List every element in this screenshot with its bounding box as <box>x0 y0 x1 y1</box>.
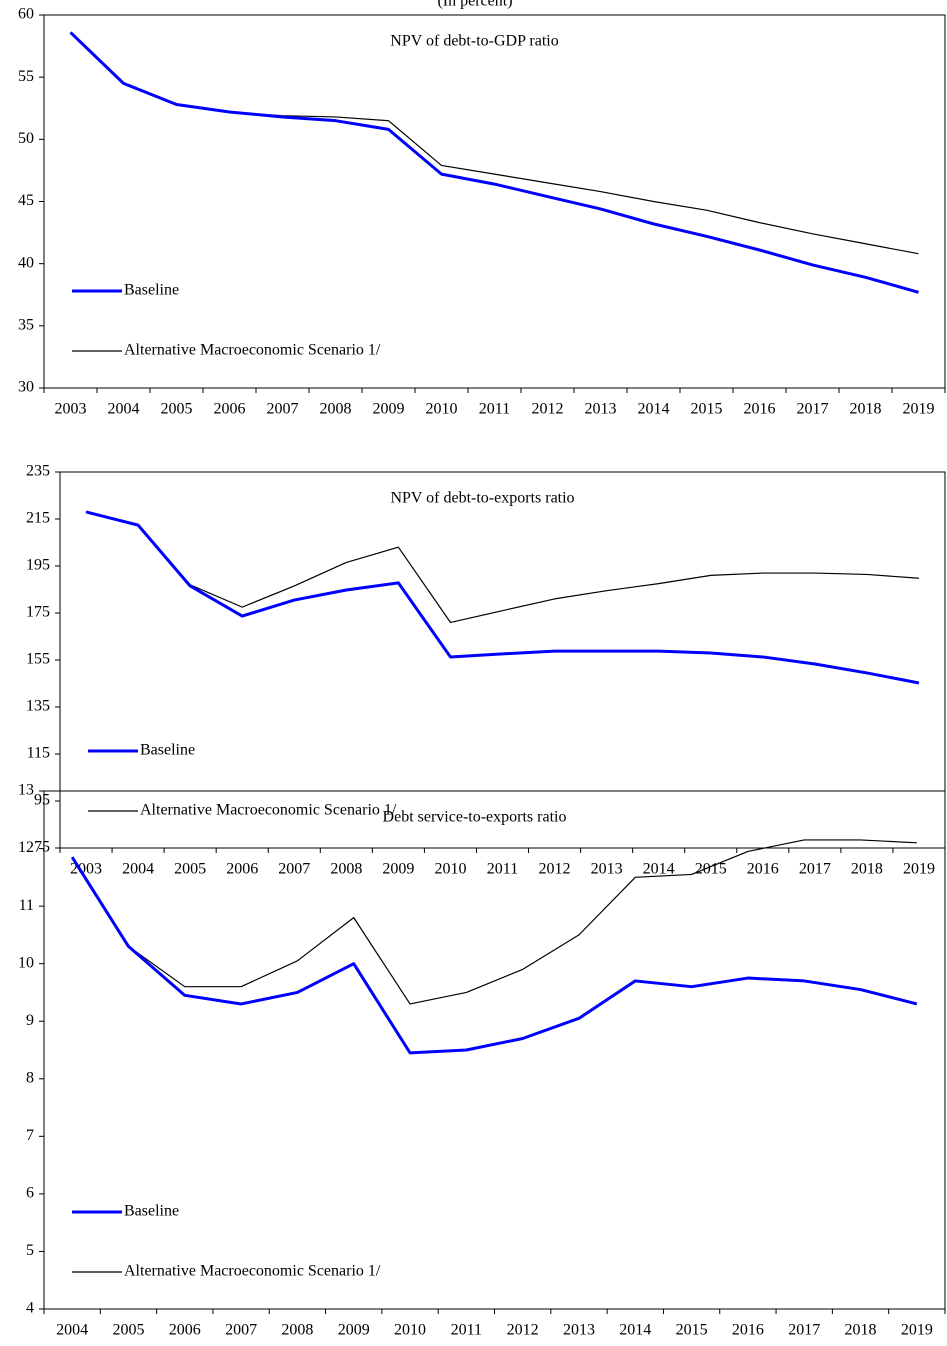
x-tick-label: 2016 <box>747 861 779 878</box>
x-tick-label: 2015 <box>691 401 723 418</box>
legend-label: Alternative Macroeconomic Scenario 1/ <box>140 802 397 819</box>
y-tick-label: 60 <box>18 6 34 23</box>
y-tick-label: 13 <box>18 782 34 799</box>
x-tick-label: 2011 <box>451 1322 482 1339</box>
y-tick-label: 8 <box>26 1069 34 1086</box>
y-tick-label: 155 <box>26 651 50 668</box>
x-tick-label: 2012 <box>507 1322 539 1339</box>
x-tick-label: 2010 <box>394 1322 426 1339</box>
y-tick-label: 5 <box>26 1242 34 1259</box>
x-tick-label: 2005 <box>174 861 206 878</box>
y-tick-label: 175 <box>26 604 50 621</box>
x-tick-label: 2016 <box>744 401 776 418</box>
x-tick-label: 2007 <box>278 861 310 878</box>
x-tick-label: 2010 <box>434 861 466 878</box>
x-tick-label: 2011 <box>487 861 518 878</box>
x-tick-label: 2007 <box>267 401 299 418</box>
y-tick-label: 10 <box>18 954 34 971</box>
series-line <box>70 31 919 255</box>
legend-label: Alternative Macroeconomic Scenario 1/ <box>124 1263 381 1280</box>
legend-label: Alternative Macroeconomic Scenario 1/ <box>124 342 381 359</box>
x-tick-label: 2014 <box>619 1322 651 1339</box>
y-tick-label: 40 <box>18 254 34 271</box>
y-tick-label: 75 <box>34 839 50 856</box>
x-tick-label: 2013 <box>563 1322 595 1339</box>
x-tick-label: 2017 <box>788 1322 820 1339</box>
x-tick-label: 2015 <box>695 861 727 878</box>
legend-label: Baseline <box>124 282 179 299</box>
x-tick-label: 2007 <box>225 1322 257 1339</box>
x-tick-label: 2009 <box>338 1322 370 1339</box>
x-tick-label: 2017 <box>799 861 831 878</box>
x-tick-label: 2010 <box>426 401 458 418</box>
y-tick-label: 11 <box>19 897 34 914</box>
plot-frame <box>43 14 946 389</box>
y-tick-label: 215 <box>26 510 50 527</box>
y-tick-label: 55 <box>18 68 34 85</box>
y-tick-label: 135 <box>26 698 50 715</box>
x-tick-label: 2004 <box>108 401 140 418</box>
y-tick-label: 4 <box>26 1300 34 1317</box>
series-line <box>69 31 919 294</box>
series-line <box>85 511 920 624</box>
x-tick-label: 2006 <box>169 1322 201 1339</box>
plot-frame <box>59 471 946 849</box>
x-tick-label: 2013 <box>591 861 623 878</box>
x-tick-label: 2014 <box>638 401 670 418</box>
x-tick-label: 2012 <box>532 401 564 418</box>
x-tick-label: 2005 <box>161 401 193 418</box>
x-tick-label: 2016 <box>732 1322 764 1339</box>
x-tick-label: 2018 <box>851 861 883 878</box>
series-line <box>71 839 917 1005</box>
x-tick-label: 2015 <box>676 1322 708 1339</box>
x-tick-label: 2008 <box>281 1322 313 1339</box>
x-tick-label: 2019 <box>903 861 935 878</box>
series-line <box>85 510 920 685</box>
y-tick-label: 235 <box>26 463 50 480</box>
y-tick-label: 7 <box>26 1127 34 1144</box>
x-tick-label: 2013 <box>585 401 617 418</box>
x-tick-label: 2004 <box>122 861 154 878</box>
y-tick-label: 95 <box>34 792 50 809</box>
x-tick-label: 2017 <box>797 401 829 418</box>
y-tick-label: 50 <box>18 130 34 147</box>
y-tick-label: 6 <box>26 1185 34 1202</box>
x-tick-label: 2011 <box>479 401 510 418</box>
x-tick-label: 2008 <box>320 401 352 418</box>
y-tick-label: 30 <box>18 379 34 396</box>
chart-title: Debt service-to-exports ratio <box>383 809 567 826</box>
x-tick-label: 2006 <box>214 401 246 418</box>
y-tick-label: 12 <box>18 839 34 856</box>
x-tick-label: 2012 <box>539 861 571 878</box>
y-tick-label: 9 <box>26 1012 34 1029</box>
x-tick-label: 2009 <box>373 401 405 418</box>
legend-label: Baseline <box>140 742 195 759</box>
subtitle: (In percent) <box>437 0 512 10</box>
x-tick-label: 2006 <box>226 861 258 878</box>
chart-title: NPV of debt-to-exports ratio <box>390 490 574 507</box>
y-tick-label: 35 <box>18 317 34 334</box>
series-line <box>70 856 918 1055</box>
x-tick-label: 2019 <box>901 1322 933 1339</box>
x-tick-label: 2009 <box>382 861 414 878</box>
legend-label: Baseline <box>124 1203 179 1220</box>
x-tick-label: 2003 <box>55 401 87 418</box>
y-tick-label: 45 <box>18 192 34 209</box>
x-tick-label: 2014 <box>643 861 675 878</box>
x-tick-label: 2005 <box>112 1322 144 1339</box>
x-tick-label: 2018 <box>850 401 882 418</box>
y-tick-label: 195 <box>26 557 50 574</box>
y-tick-label: 115 <box>27 745 50 762</box>
x-tick-label: 2019 <box>903 401 935 418</box>
chart-title: NPV of debt-to-GDP ratio <box>390 33 558 50</box>
x-tick-label: 2008 <box>330 861 362 878</box>
x-tick-label: 2018 <box>845 1322 877 1339</box>
x-tick-label: 2004 <box>56 1322 88 1339</box>
